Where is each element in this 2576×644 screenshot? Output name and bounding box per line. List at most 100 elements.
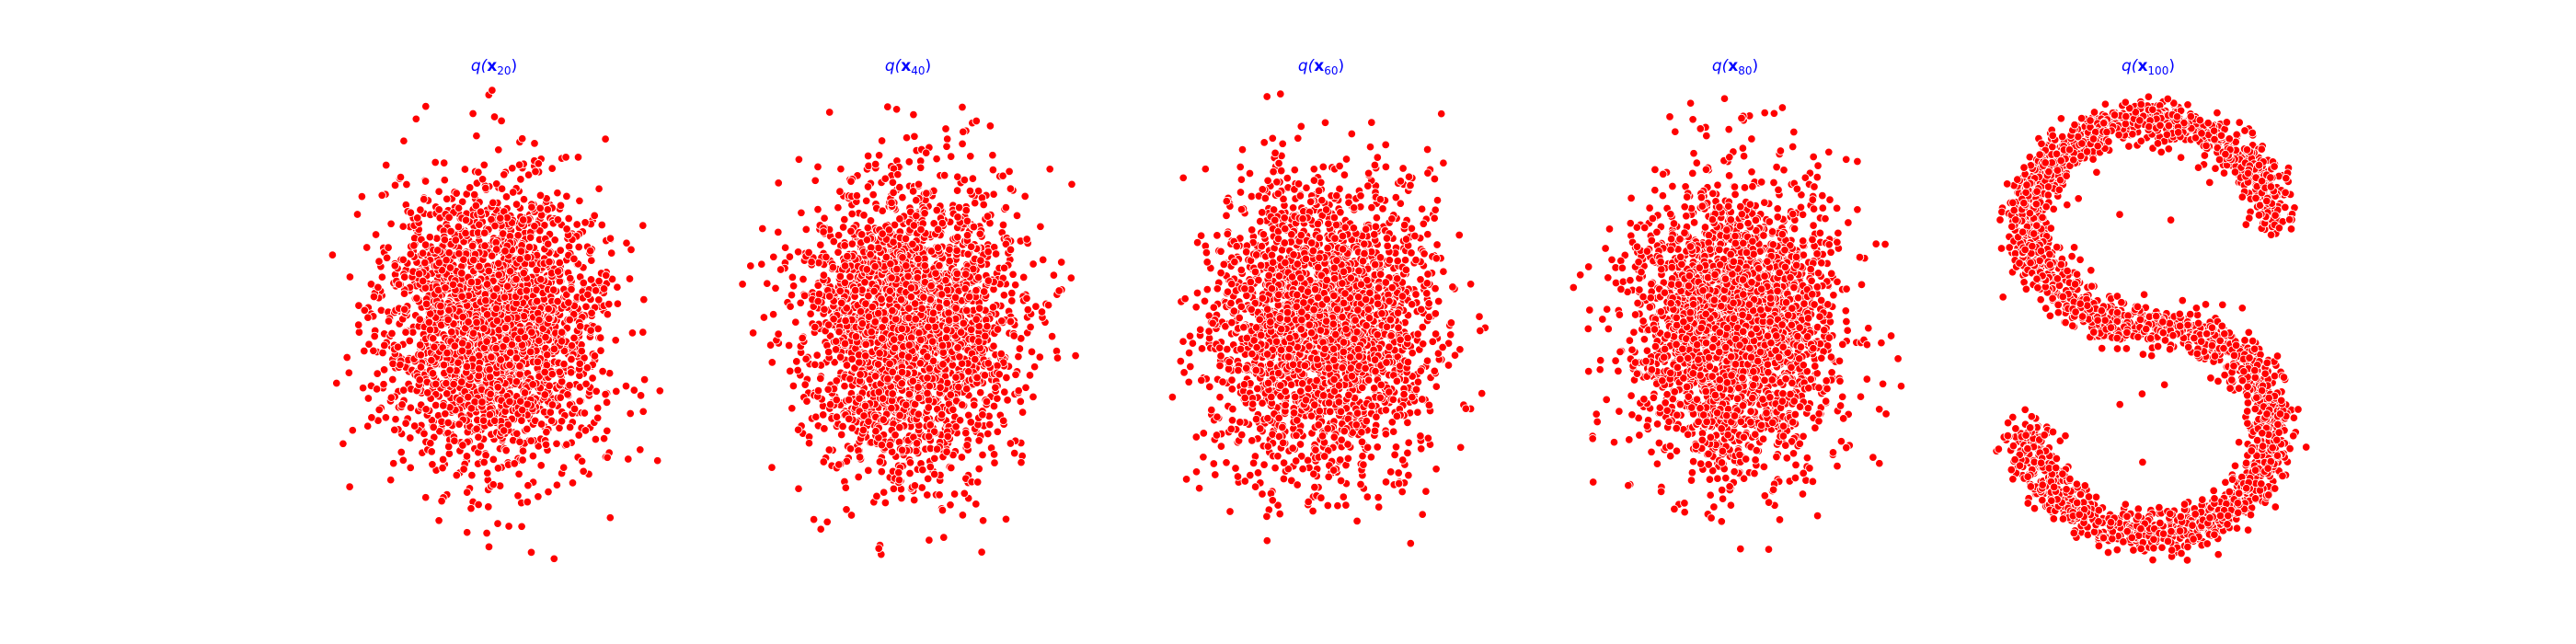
scatter-point — [835, 271, 845, 282]
scatter-point — [1000, 387, 1009, 397]
scatter-point — [526, 436, 535, 445]
scatter-point — [500, 293, 510, 302]
scatter-point — [594, 276, 604, 286]
scatter-point — [467, 241, 477, 251]
scatter-point — [832, 395, 842, 405]
scatter-point — [981, 331, 990, 341]
scatter-point — [468, 255, 478, 265]
scatter-point — [484, 502, 493, 512]
scatter-point — [863, 151, 873, 161]
scatter-point — [536, 461, 546, 470]
scatter-point — [332, 378, 341, 388]
scatter-point — [834, 230, 844, 240]
scatter-point — [801, 224, 811, 235]
scatter-point — [491, 245, 501, 254]
scatter-point — [399, 305, 409, 315]
scatter-point — [406, 403, 416, 412]
scatter-point — [974, 337, 983, 346]
panel-title-suffix: ) — [926, 57, 932, 75]
scatter-point — [469, 190, 479, 200]
scatter-point — [919, 293, 928, 302]
scatter-point — [1018, 272, 1029, 282]
scatter-point — [513, 491, 523, 500]
scatter-point — [937, 505, 948, 515]
scatter-point — [536, 274, 546, 284]
scatter-point — [1067, 179, 1076, 190]
scatter-point — [988, 303, 998, 312]
scatter-point — [1007, 288, 1017, 298]
scatter-point — [517, 416, 526, 425]
scatter-point — [443, 418, 453, 428]
scatter-point — [949, 405, 958, 415]
scatter-point — [461, 228, 470, 238]
scatter-point — [978, 516, 988, 525]
scatter-point — [328, 250, 338, 259]
scatter-point — [442, 255, 451, 265]
scatter-point — [544, 304, 553, 314]
scatter-point — [942, 325, 951, 335]
scatter-point — [942, 298, 951, 308]
scatter-point — [399, 136, 408, 145]
scatter-point — [494, 270, 503, 280]
scatter-point — [879, 488, 889, 497]
scatter-point — [528, 380, 537, 389]
scatter-point — [586, 326, 595, 335]
scatter-point — [973, 272, 983, 282]
scatter-point — [398, 455, 408, 466]
scatter-point — [477, 397, 487, 407]
scatter-point — [652, 455, 662, 466]
scatter-point — [516, 247, 526, 256]
scatter-point — [534, 159, 544, 168]
scatter-point — [357, 191, 367, 201]
scatter-point — [939, 533, 949, 542]
scatter-point — [840, 241, 849, 250]
scatter-point — [748, 328, 758, 338]
scatter-point — [1056, 258, 1066, 267]
scatter-point — [794, 484, 803, 493]
scatter-point — [840, 261, 850, 270]
scatter-point — [1049, 270, 1059, 280]
scatter-point — [847, 209, 857, 219]
scatter-point — [776, 265, 786, 274]
scatter-point — [384, 243, 393, 252]
scatter-point — [613, 282, 622, 292]
scatter-point — [431, 400, 441, 410]
scatter-point — [823, 347, 834, 357]
scatter-point — [859, 211, 868, 220]
scatter-point — [491, 343, 500, 353]
scatter-point — [427, 355, 436, 365]
scatter-point — [377, 272, 387, 282]
scatter-point — [993, 325, 1003, 334]
scatter-point — [613, 299, 623, 308]
panel-title-subscript: 20 — [497, 64, 511, 77]
scatter-point — [575, 397, 584, 406]
scatter-point — [975, 387, 985, 397]
scatter-point — [390, 261, 400, 270]
scatter-point — [348, 425, 358, 435]
scatter-point — [582, 362, 592, 373]
scatter-point — [991, 383, 1000, 393]
scatter-point — [479, 324, 489, 333]
scatter-point — [436, 301, 445, 311]
scatter-point — [603, 309, 613, 319]
scatter-point — [472, 131, 481, 141]
scatter-point — [510, 459, 519, 468]
scatter-point — [372, 385, 382, 394]
scatter-point — [993, 427, 1003, 437]
scatter-point — [457, 269, 466, 278]
scatter-point — [553, 188, 562, 198]
scatter-point — [484, 266, 494, 276]
scatter-point — [636, 391, 646, 400]
scatter-point — [591, 434, 601, 444]
scatter-point — [555, 367, 564, 377]
scatter-point — [386, 393, 397, 402]
scatter-point — [491, 304, 501, 314]
scatter-point — [625, 274, 635, 283]
scatter-point — [396, 360, 405, 370]
scatter-point — [450, 341, 460, 351]
scatter-point — [559, 359, 569, 369]
scatter-point — [595, 333, 605, 342]
scatter-point — [786, 302, 795, 311]
scatter-point — [439, 158, 449, 167]
scatter-point — [947, 463, 956, 473]
